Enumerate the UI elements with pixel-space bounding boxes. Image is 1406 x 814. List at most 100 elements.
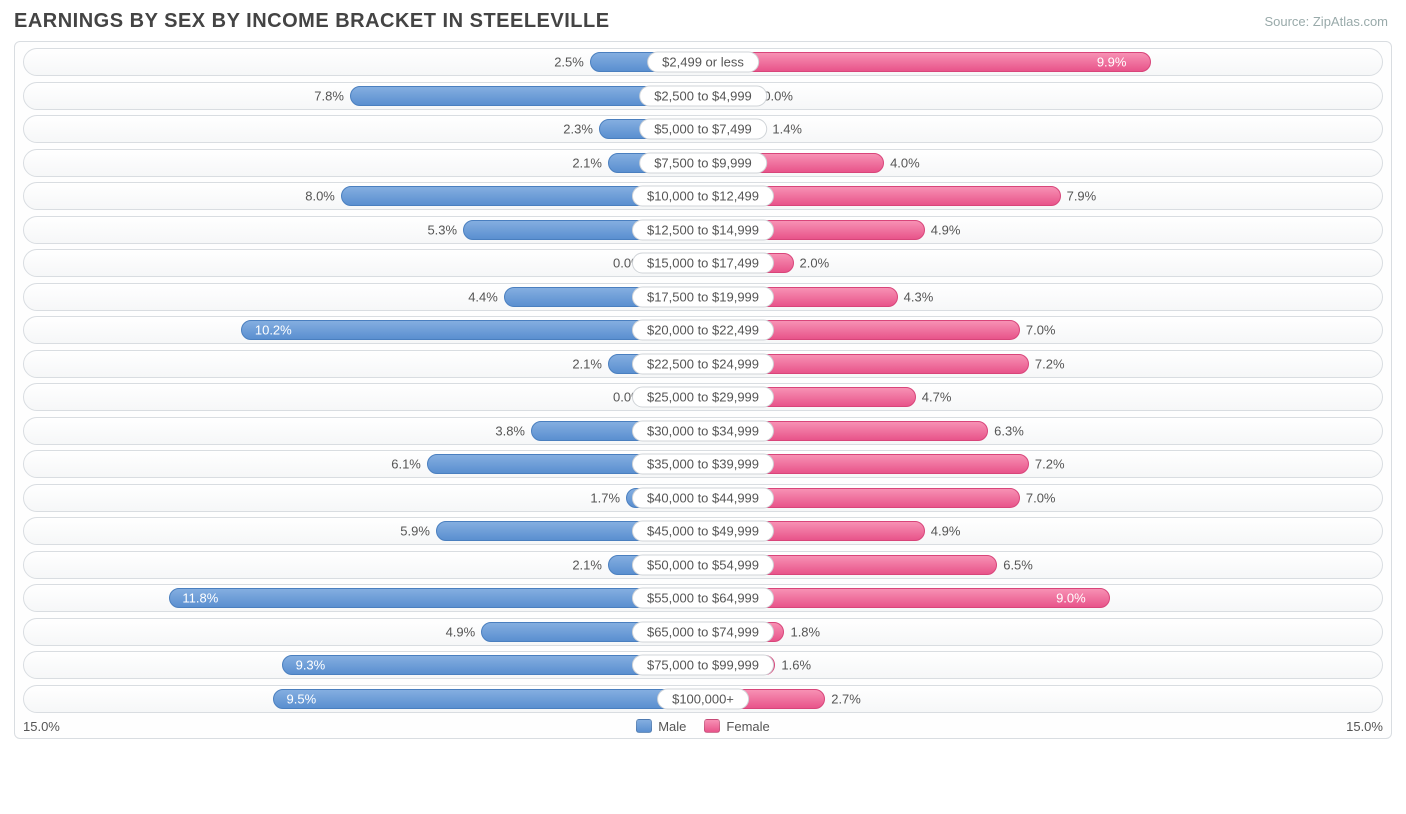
female-value-label: 4.3% <box>898 289 934 304</box>
male-value-label: 11.8% <box>182 591 218 606</box>
male-value-label: 3.8% <box>495 423 531 438</box>
female-half: 7.0% <box>703 485 1382 511</box>
bar-row: 2.1%7.2%$22,500 to $24,999 <box>23 350 1383 378</box>
bar-row: 4.9%1.8%$65,000 to $74,999 <box>23 618 1383 646</box>
category-label: $100,000+ <box>657 688 749 709</box>
female-value-label: 2.0% <box>794 256 830 271</box>
chart-title: EARNINGS BY SEX BY INCOME BRACKET IN STE… <box>14 10 1392 33</box>
bar-row: 0.0%4.7%$25,000 to $29,999 <box>23 383 1383 411</box>
male-half: 3.8% <box>24 418 703 444</box>
female-half: 1.6% <box>703 652 1382 678</box>
male-half: 2.1% <box>24 552 703 578</box>
bar-row: 0.0% 2.0% $15,000 to $17,499 <box>23 249 1383 277</box>
male-value-label: 5.9% <box>400 524 436 539</box>
female-half: 7.2% <box>703 451 1382 477</box>
female-value-label: 2.7% <box>825 691 861 706</box>
female-value-label: 9.0% <box>1056 591 1086 606</box>
male-half: 9.3% <box>24 652 703 678</box>
male-value-label: 7.8% <box>314 88 350 103</box>
male-half: 10.2% <box>24 317 703 343</box>
bar-row: 2.5%9.9%$2,499 or less <box>23 48 1383 76</box>
male-half: 6.1% <box>24 451 703 477</box>
male-bar <box>169 588 703 608</box>
legend: Male Female <box>636 719 770 734</box>
male-half: 9.5% <box>24 686 703 712</box>
male-half: 0.0% <box>24 384 703 410</box>
axis-right-max: 15.0% <box>1346 719 1383 734</box>
category-label: $12,500 to $14,999 <box>632 219 774 240</box>
category-label: $17,500 to $19,999 <box>632 286 774 307</box>
female-value-label: 1.4% <box>766 122 802 137</box>
category-label: $35,000 to $39,999 <box>632 454 774 475</box>
female-value-label: 7.2% <box>1029 356 1065 371</box>
legend-item-male: Male <box>636 719 686 734</box>
female-half: 4.0% <box>703 150 1382 176</box>
male-value-label: 2.3% <box>563 122 599 137</box>
male-half: 0.0% <box>24 250 703 276</box>
male-half: 2.1% <box>24 351 703 377</box>
male-half: 5.9% <box>24 518 703 544</box>
female-half: 4.3% <box>703 284 1382 310</box>
bar-row: 5.3% 4.9% $12,500 to $14,999 <box>23 216 1383 244</box>
male-half: 2.3% <box>24 116 703 142</box>
category-label: $50,000 to $54,999 <box>632 554 774 575</box>
female-value-label: 7.9% <box>1061 189 1097 204</box>
female-value-label: 9.9% <box>1097 55 1127 70</box>
male-swatch-icon <box>636 719 652 733</box>
male-value-label: 6.1% <box>391 457 427 472</box>
chart-area: 2.5%9.9%$2,499 or less7.8%0.0%$2,500 to … <box>14 41 1392 739</box>
male-value-label: 5.3% <box>427 222 463 237</box>
female-half: 9.9% <box>703 49 1382 75</box>
chart-footer: 15.0% Male Female 15.0% <box>23 719 1383 734</box>
male-half: 11.8% <box>24 585 703 611</box>
female-half: 9.0% <box>703 585 1382 611</box>
female-half: 6.5% <box>703 552 1382 578</box>
female-half: 1.8% <box>703 619 1382 645</box>
female-half: 7.0% <box>703 317 1382 343</box>
category-label: $65,000 to $74,999 <box>632 621 774 642</box>
bar-row: 9.3%1.6%$75,000 to $99,999 <box>23 651 1383 679</box>
category-label: $15,000 to $17,499 <box>632 253 774 274</box>
legend-item-female: Female <box>704 719 769 734</box>
bar-row: 2.1% 4.0%$7,500 to $9,999 <box>23 149 1383 177</box>
female-half: 2.0% <box>703 250 1382 276</box>
female-bar <box>703 52 1151 72</box>
male-half: 4.4% <box>24 284 703 310</box>
female-swatch-icon <box>704 719 720 733</box>
category-label: $7,500 to $9,999 <box>639 152 767 173</box>
bar-row: 11.8%9.0%$55,000 to $64,999 <box>23 584 1383 612</box>
male-value-label: 10.2% <box>255 323 292 338</box>
male-half: 8.0% <box>24 183 703 209</box>
category-label: $2,500 to $4,999 <box>639 85 767 106</box>
bar-row: 6.1% 7.2%$35,000 to $39,999 <box>23 450 1383 478</box>
source-attribution: Source: ZipAtlas.com <box>1264 14 1388 29</box>
male-value-label: 9.3% <box>296 658 326 673</box>
category-label: $5,000 to $7,499 <box>639 119 767 140</box>
male-half: 7.8% <box>24 83 703 109</box>
female-half: 4.9% <box>703 518 1382 544</box>
male-half: 2.5% <box>24 49 703 75</box>
male-half: 2.1% <box>24 150 703 176</box>
legend-male-label: Male <box>658 719 686 734</box>
female-half: 0.0% <box>703 83 1382 109</box>
male-half: 4.9% <box>24 619 703 645</box>
female-half: 1.4% <box>703 116 1382 142</box>
bar-row: 10.2%7.0%$20,000 to $22,499 <box>23 316 1383 344</box>
bar-row: 3.8%6.3%$30,000 to $34,999 <box>23 417 1383 445</box>
female-half: 2.7% <box>703 686 1382 712</box>
category-label: $10,000 to $12,499 <box>632 186 774 207</box>
male-value-label: 2.1% <box>572 356 608 371</box>
male-bar <box>273 689 703 709</box>
bar-row: 5.9% 4.9%$45,000 to $49,999 <box>23 517 1383 545</box>
category-label: $45,000 to $49,999 <box>632 521 774 542</box>
bar-row: 9.5% 2.7% $100,000+ <box>23 685 1383 713</box>
bar-row: 4.4% 4.3% $17,500 to $19,999 <box>23 283 1383 311</box>
male-value-label: 8.0% <box>305 189 341 204</box>
female-value-label: 1.6% <box>775 658 811 673</box>
male-value-label: 2.1% <box>572 155 608 170</box>
male-value-label: 1.7% <box>590 490 626 505</box>
category-label: $30,000 to $34,999 <box>632 420 774 441</box>
female-half: 7.9% <box>703 183 1382 209</box>
female-value-label: 4.9% <box>925 222 961 237</box>
bar-row: 8.0% 7.9% $10,000 to $12,499 <box>23 182 1383 210</box>
